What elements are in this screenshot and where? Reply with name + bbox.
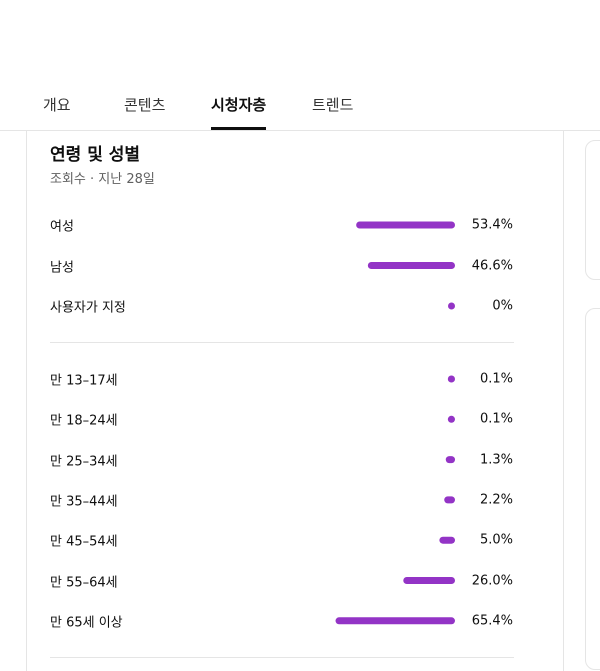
row-value: 46.6%: [471, 258, 513, 273]
section-divider: [50, 342, 514, 343]
row-value: 0.1%: [479, 371, 513, 387]
tab[interactable]: 개요: [43, 96, 71, 114]
row-label: 만 55–64세: [50, 575, 118, 590]
tab-underline: [211, 127, 266, 130]
card-subtitle: 조회수 · 지난 28일: [50, 172, 155, 187]
card-title: 연령 및 성별: [50, 145, 141, 165]
row-value: 65.4%: [471, 613, 513, 629]
tab[interactable]: 트렌드: [312, 96, 354, 114]
row-label: 남성: [50, 260, 74, 275]
side-card: [585, 140, 600, 280]
row-value: 1.3%: [479, 452, 513, 468]
tab[interactable]: 콘텐츠: [124, 96, 166, 114]
row-label: 만 45–54세: [50, 534, 118, 550]
row-value: 26.0%: [471, 573, 513, 588]
tab-divider: [0, 130, 600, 131]
row-label: 사용자가 지정: [50, 300, 126, 316]
row-label: 만 65세 이상: [50, 615, 123, 631]
row-value: 5.0%: [479, 532, 513, 548]
row-label: 여성: [50, 219, 74, 235]
row-label: 만 13–17세: [50, 373, 118, 389]
row-value: 2.2%: [479, 492, 513, 508]
card: [26, 131, 564, 671]
row-label: 만 18–24세: [50, 413, 118, 429]
tab[interactable]: 시청자층: [211, 96, 267, 114]
row-label: 만 25–34세: [50, 454, 118, 470]
section-divider: [50, 657, 514, 658]
row-value: 0.1%: [479, 411, 513, 427]
row-value: 0%: [492, 298, 513, 314]
row-value: 53.4%: [471, 217, 513, 233]
row-label: 만 35–44세: [50, 494, 118, 510]
